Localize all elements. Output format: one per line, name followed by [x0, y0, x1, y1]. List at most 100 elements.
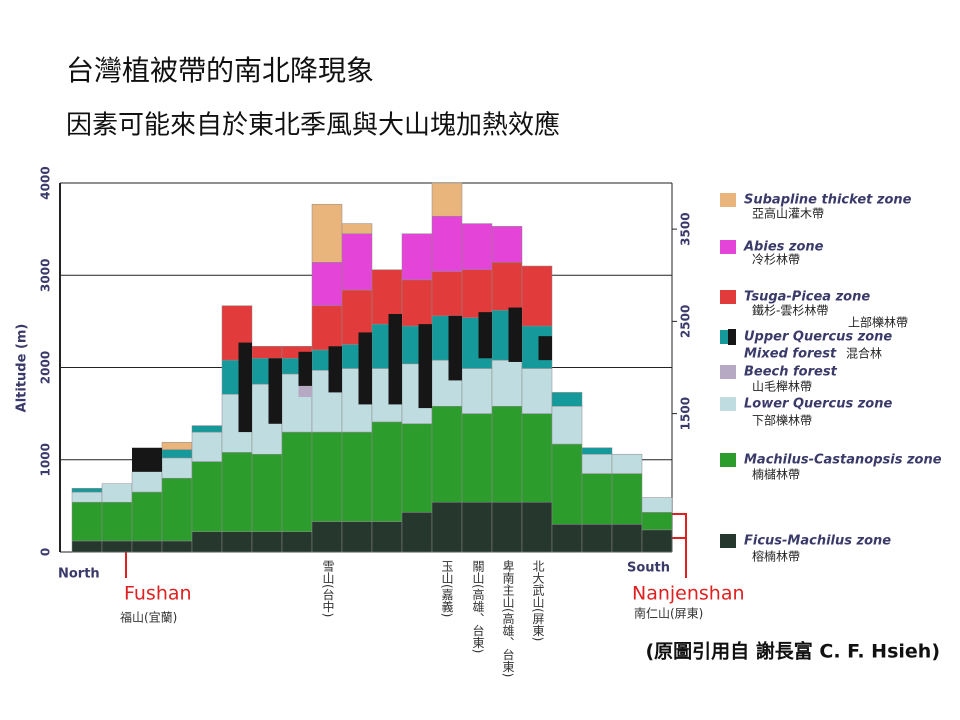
legend-label-zh: 山毛櫸林帶 [752, 380, 812, 394]
legend-swatch [728, 329, 736, 345]
zone-segment [371, 421, 403, 522]
zone-segment [581, 524, 613, 553]
zone-segment [431, 501, 463, 553]
legend-label: Subapline thicket zone [744, 193, 912, 208]
zone-segment [161, 457, 193, 479]
y-axis-label: Altitude (m) [15, 324, 30, 413]
source-note: (原圖引用自 謝長富 C. F. Hsieh) [645, 640, 940, 663]
annotation: Nanjenshan [632, 583, 745, 605]
zone-segment [491, 359, 523, 407]
zone-segment [431, 182, 463, 217]
zone-segment [251, 453, 283, 532]
zone-segment [221, 452, 253, 532]
zone-segment [191, 431, 223, 462]
legend-label: Upper Quercus zone [744, 330, 892, 345]
overlay-segment [268, 358, 282, 424]
zone-segment [491, 405, 523, 503]
overlay-segment [448, 315, 462, 381]
zone-segment [71, 501, 103, 542]
y2-tick-label: 3500 [679, 212, 693, 245]
legend-label-zh: 亞高山灌木帶 [752, 206, 824, 221]
zone-segment [281, 431, 313, 532]
zone-segment [581, 453, 613, 474]
legend-swatch [720, 453, 736, 467]
zone-segment [161, 441, 193, 450]
zone-segment [401, 512, 433, 553]
legend-swatch [720, 240, 736, 254]
zone-segment [521, 368, 553, 414]
legend-label-zh: 冷杉林帶 [752, 253, 800, 267]
y-tick-label: 4000 [39, 166, 53, 199]
zone-segment [191, 461, 223, 532]
zone-segment [71, 488, 103, 493]
y-tick-label: 0 [39, 548, 53, 556]
annotation: 卑南主山(高雄、台東) [501, 559, 515, 678]
overlay-segment [478, 312, 492, 359]
zone-segment [161, 540, 193, 553]
zone-segment [491, 262, 523, 311]
y-tick-label: 1000 [39, 443, 53, 476]
annotation: 玉山(嘉義) [440, 560, 454, 617]
zone-segment [101, 501, 133, 542]
zone-segment [131, 491, 163, 542]
annotation: North [58, 567, 100, 582]
overlay-segment [388, 313, 402, 405]
zone-segment [641, 529, 673, 553]
annotation: 雪山(台中) [321, 560, 335, 618]
zone-segment [371, 521, 403, 553]
legend-label: Machilus-Castanopsis zone [744, 453, 942, 468]
zone-segment [521, 413, 553, 503]
zone-segment [401, 279, 433, 327]
zone-segment [461, 413, 493, 503]
zone-segment [341, 431, 373, 522]
zone-segment [611, 473, 643, 525]
annotation: 北大武山(屏東) [531, 560, 545, 642]
zone-segment [551, 443, 583, 525]
zone-segment [521, 265, 553, 327]
overlay-segment [538, 336, 552, 361]
legend-label: Lower Quercus zone [744, 397, 892, 412]
zone-segment [581, 447, 613, 455]
slide-subtitle: 因素可能來自於東北季風與大山塊加熱效應 [66, 111, 560, 141]
zone-segment [191, 425, 223, 433]
zone-segment [461, 223, 493, 270]
zone-segment [401, 233, 433, 281]
overlay-segment [298, 385, 312, 398]
zone-segment [71, 491, 103, 503]
overlay-segment [298, 351, 312, 386]
legend-label: Beech forest [744, 365, 838, 380]
zone-segment [401, 423, 433, 513]
zone-segment [641, 512, 673, 531]
zone-segment [161, 449, 193, 459]
legend-swatch [720, 365, 736, 379]
zone-segment [131, 540, 163, 553]
overlay-segment [358, 332, 372, 405]
annotation: 福山(宜蘭) [120, 610, 177, 625]
legend-label-zh: 混合林 [846, 346, 882, 361]
zone-segment [281, 531, 313, 553]
overlay-segment [418, 324, 432, 409]
zone-segment [551, 392, 583, 407]
annotation: South [627, 561, 670, 576]
zone-segment [221, 531, 253, 553]
zone-segment [71, 540, 103, 553]
legend-swatch [720, 534, 736, 548]
y-tick-label: 3000 [39, 259, 53, 292]
zone-segment [551, 405, 583, 445]
legend-label-zh: 榕楠林帶 [752, 549, 800, 564]
zone-segment [611, 524, 643, 553]
zone-segment [251, 531, 283, 553]
zone-segment [581, 473, 613, 525]
legend-label-zh: 楠櫧林帶 [752, 467, 800, 482]
zone-segment [251, 346, 283, 359]
zone-segment [431, 215, 463, 272]
zone-segment [461, 368, 493, 414]
legend-label: Ficus-Machilus zone [744, 534, 891, 549]
zone-segment [551, 524, 583, 553]
legend-label-zh: 下部櫟林帶 [752, 413, 812, 428]
y2-tick-label: 1500 [679, 397, 693, 430]
legend-swatch [720, 193, 736, 207]
zone-segment [311, 203, 343, 263]
legend-label: Tsuga-Picea zone [744, 290, 870, 305]
zone-segment [311, 262, 343, 306]
